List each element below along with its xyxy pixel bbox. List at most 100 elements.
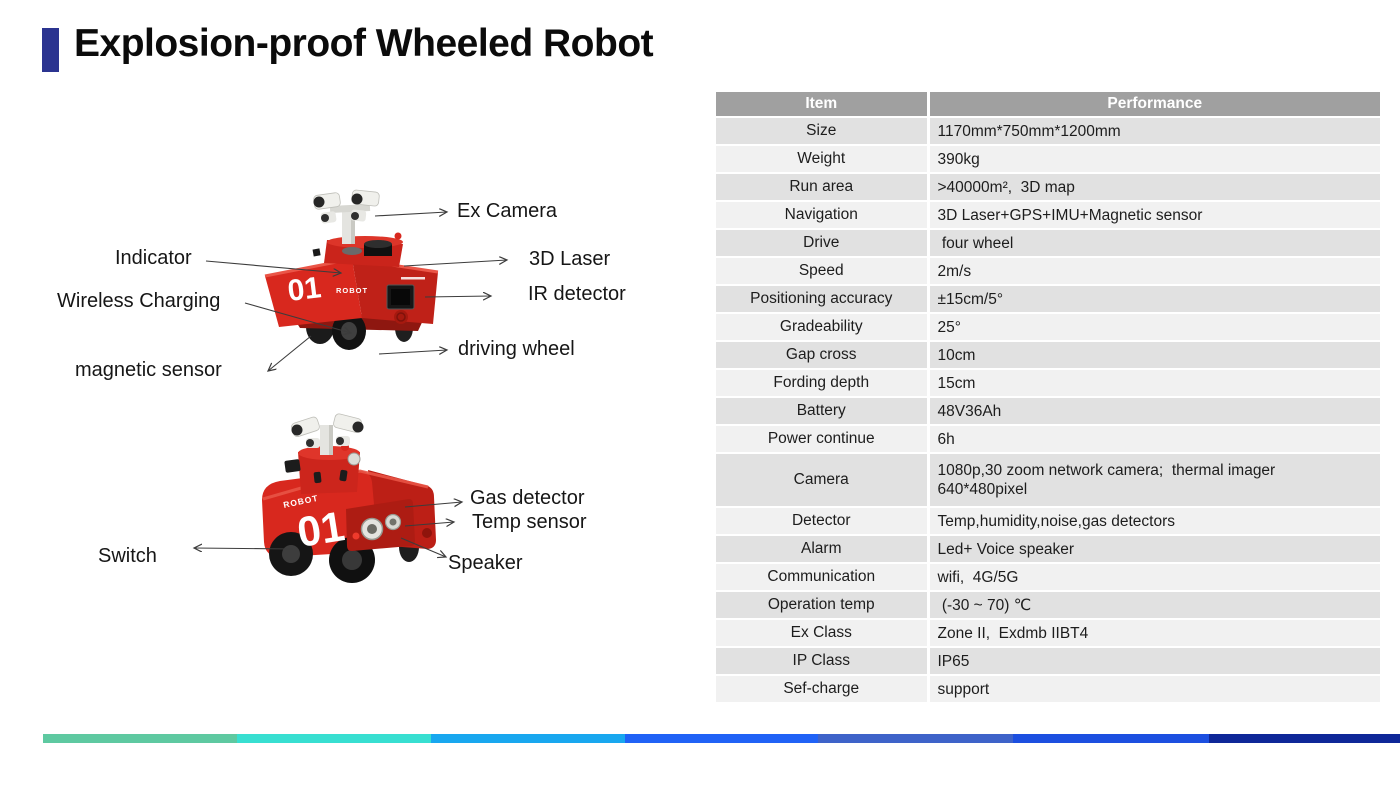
callout-label-wireless-charging: Wireless Charging: [57, 290, 221, 312]
table-row: Power continue 6h: [716, 425, 1380, 454]
callout-label-gas-detector: Gas detector: [470, 487, 585, 509]
table-row: Drive four wheel: [716, 229, 1380, 258]
spec-table: Item Performance Size 1170mm*750mm*1200mm…: [716, 92, 1380, 704]
callout-label-magnetic-sensor: magnetic sensor: [75, 359, 222, 381]
item-cell: Alarm: [716, 535, 930, 564]
callout-label-switch: Switch: [98, 545, 157, 567]
footer-bar-segment: [43, 734, 237, 743]
item-cell: Ex Class: [716, 619, 930, 648]
item-cell: Power continue: [716, 425, 930, 454]
callout-arrow: [403, 260, 507, 267]
value-cell: Zone II, Exdmb IIBT4: [928, 619, 1380, 648]
value-cell: IP65: [928, 647, 1380, 676]
value-cell: 15cm: [928, 369, 1380, 398]
item-cell: Navigation: [716, 201, 930, 230]
table-header-row: Item Performance: [716, 92, 1380, 118]
robot-diagram: 01 ROBOT: [0, 189, 700, 583]
table-row: IP Class IP65: [716, 647, 1380, 676]
value-cell: 48V36Ah: [928, 397, 1380, 426]
table-row: Operation temp (-30 ~ 70) ℃: [716, 591, 1380, 620]
footer-bar-segment: [625, 734, 818, 743]
table-row: Detector Temp,humidity,noise,gas detector…: [716, 507, 1380, 536]
column-header-item: Item: [716, 92, 930, 118]
table-row: Alarm Led+ Voice speaker: [716, 535, 1380, 564]
table-row: Gradeability 25°: [716, 313, 1380, 342]
item-cell: Communication: [716, 563, 930, 592]
table-row: Run area >40000m², 3D map: [716, 173, 1380, 202]
value-cell: 1080p,30 zoom network camera; thermal im…: [928, 453, 1380, 508]
callout-label-driving-wheel: driving wheel: [458, 338, 575, 360]
item-cell: Camera: [716, 453, 930, 508]
table-row: Speed 2m/s: [716, 257, 1380, 286]
value-cell: support: [928, 675, 1380, 704]
table-row: Positioning accuracy ±15cm/5°: [716, 285, 1380, 314]
footer-bar-segment: [1013, 734, 1209, 743]
title-accent-bar: [42, 28, 59, 72]
item-cell: Detector: [716, 507, 930, 536]
value-cell: (-30 ~ 70) ℃: [928, 591, 1380, 620]
item-cell: IP Class: [716, 647, 930, 676]
top-robot-illustration: 01 ROBOT: [264, 189, 439, 350]
bottom-robot-illustration: 01 ROBOT: [262, 413, 436, 583]
callout-arrow: [244, 302, 351, 333]
top-robot-number: 01: [286, 271, 323, 308]
value-cell: ±15cm/5°: [928, 285, 1380, 314]
item-cell: Run area: [716, 173, 930, 202]
callout-arrow: [404, 502, 462, 508]
item-cell: Gradeability: [716, 313, 930, 342]
value-cell: 25°: [928, 313, 1380, 342]
callout-arrow: [374, 212, 447, 216]
callout-arrow: [404, 522, 454, 526]
callout-label-ir-detector: IR detector: [528, 283, 626, 305]
item-cell: Sef-charge: [716, 675, 930, 704]
value-cell: Temp,humidity,noise,gas detectors: [928, 507, 1380, 536]
callout-label-speaker: Speaker: [448, 552, 523, 574]
footer-bar-segment: [1209, 734, 1400, 743]
value-cell: 2m/s: [928, 257, 1380, 286]
footer-bar-segment: [237, 734, 431, 743]
table-row: Size 1170mm*750mm*1200mm: [716, 117, 1380, 146]
item-cell: Battery: [716, 397, 930, 426]
value-cell: 10cm: [928, 341, 1380, 370]
table-row: Camera 1080p,30 zoom network camera; ther…: [716, 453, 1380, 508]
footer-bar-segment: [818, 734, 1013, 743]
callout-label-indicator: Indicator: [115, 247, 192, 269]
item-cell: Positioning accuracy: [716, 285, 930, 314]
table-row: Ex Class Zone II, Exdmb IIBT4: [716, 619, 1380, 648]
callout-arrow: [378, 350, 447, 354]
value-cell: four wheel: [928, 229, 1380, 258]
item-cell: Weight: [716, 145, 930, 174]
value-cell: Led+ Voice speaker: [928, 535, 1380, 564]
callout-arrow: [424, 296, 491, 297]
table-row: Battery 48V36Ah: [716, 397, 1380, 426]
value-cell: wifi, 4G/5G: [928, 563, 1380, 592]
top-robot-brand: ROBOT: [336, 286, 368, 295]
item-cell: Gap cross: [716, 341, 930, 370]
value-cell: 6h: [928, 425, 1380, 454]
table-row: Gap cross 10cm: [716, 341, 1380, 370]
page-title: Explosion-proof Wheeled Robot: [74, 22, 654, 65]
item-cell: Fording depth: [716, 369, 930, 398]
callout-label-temp-sensor: Temp sensor: [472, 511, 587, 533]
table-row: Communication wifi, 4G/5G: [716, 563, 1380, 592]
footer-bar-segment: [431, 734, 625, 743]
value-cell: 3D Laser+GPS+IMU+Magnetic sensor: [928, 201, 1380, 230]
callout-arrow: [268, 335, 312, 371]
callout-arrows: [194, 212, 507, 557]
item-cell: Size: [716, 117, 930, 146]
bottom-robot-number: 01: [294, 502, 347, 556]
item-cell: Drive: [716, 229, 930, 258]
table-row: Fording depth 15cm: [716, 369, 1380, 398]
callout-label-3d-laser: 3D Laser: [529, 248, 611, 270]
footer-color-bar: [43, 734, 1400, 743]
table-row: Weight 390kg: [716, 145, 1380, 174]
item-cell: Speed: [716, 257, 930, 286]
callout-arrow: [205, 260, 341, 273]
table-row: Sef-charge support: [716, 675, 1380, 704]
value-cell: 1170mm*750mm*1200mm: [928, 117, 1380, 146]
column-header-performance: Performance: [928, 92, 1380, 118]
callout-arrow: [400, 537, 446, 557]
value-cell: 390kg: [928, 145, 1380, 174]
table-row: Navigation 3D Laser+GPS+IMU+Magnetic sens…: [716, 201, 1380, 230]
